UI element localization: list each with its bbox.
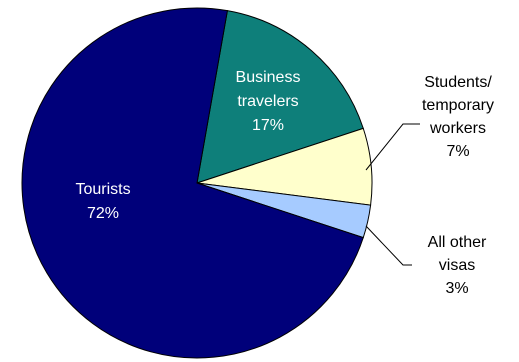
slice-label-1: Business travelers 17% [236, 69, 301, 134]
slice-value-label: 72% [87, 205, 119, 222]
slice-label-4: Tourists 72% [75, 181, 130, 222]
slice-label-2: Students/temporary workers 7% [422, 74, 494, 160]
slice-name-line: Students/ [424, 74, 492, 91]
leader-lines [365, 123, 420, 266]
slice-name-line: All other [428, 234, 487, 251]
slice-value-label: 3% [445, 280, 468, 297]
slice-name-line: temporary [422, 97, 494, 114]
slice-label-3: All other visas 3% [428, 234, 487, 297]
pie-slices [21, 7, 373, 359]
slice-name-line: travelers [237, 93, 298, 110]
pie-slice-1 [196, 10, 364, 184]
slice-value-label: 17% [252, 117, 284, 134]
slice-name-line: workers [429, 120, 486, 137]
leader-line-3 [365, 225, 412, 266]
slice-name-line: Business [236, 69, 301, 86]
slice-name-line: visas [439, 257, 475, 274]
slice-value-label: 7% [446, 143, 469, 160]
slice-labels: Business travelers 17% Students/temporary wo… [75, 69, 494, 297]
slice-name-line: Tourists [75, 181, 130, 198]
leader-line-2 [365, 123, 420, 171]
pie-slice-4 [21, 7, 364, 359]
